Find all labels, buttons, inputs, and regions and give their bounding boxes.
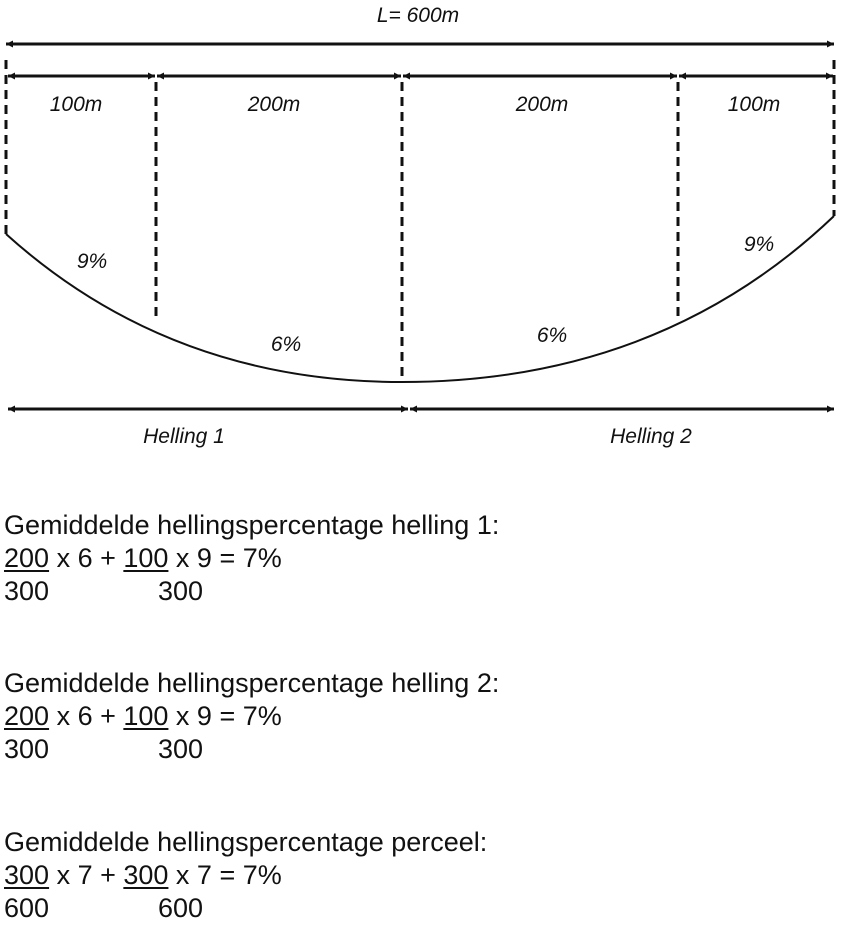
numerator-2: 300 <box>123 860 169 890</box>
segment-1-length: 100m <box>50 93 103 116</box>
segment-4-slope: 9% <box>744 233 774 256</box>
segment-2-slope: 6% <box>271 333 301 356</box>
denominator-2: 300 <box>158 576 204 606</box>
denominator-1: 300 <box>4 734 50 764</box>
helling-1-label: Helling 1 <box>143 425 225 448</box>
denominator-1: 600 <box>4 893 50 923</box>
numerator-1: 200 <box>4 543 50 573</box>
calculation-helling-2: Gemiddelde hellingspercentage helling 2:… <box>4 667 834 766</box>
numerator-2: 100 <box>123 701 169 731</box>
helling-2-label: Helling 2 <box>610 425 692 448</box>
segment-4-length: 100m <box>728 93 781 116</box>
segment-3-slope: 6% <box>537 324 567 347</box>
calculation-perceel: Gemiddelde hellingspercentage perceel: 3… <box>4 826 834 925</box>
calculation-heading: Gemiddelde hellingspercentage helling 1: <box>4 510 500 540</box>
slope-diagram: L= 600m 100m 200m 200m 100m 9% 6% 6% 9% … <box>4 4 836 448</box>
numerator-1: 200 <box>4 701 50 731</box>
denominator-2: 600 <box>158 893 204 923</box>
segment-3-length: 200m <box>515 93 569 116</box>
numerator-1: 300 <box>4 860 50 890</box>
numerator-2: 100 <box>123 543 169 573</box>
term-2-rest: x 7 = 7% <box>168 860 282 890</box>
segment-1-slope: 9% <box>77 250 107 273</box>
term-1-rest: x 7 + <box>49 860 124 890</box>
term-1-rest: x 6 + <box>49 543 124 573</box>
total-length-label: L= 600m <box>377 4 459 27</box>
calculation-heading: Gemiddelde hellingspercentage perceel: <box>4 827 488 857</box>
calculation-helling-1: Gemiddelde hellingspercentage helling 1:… <box>4 509 834 608</box>
segment-2-length: 200m <box>247 93 301 116</box>
denominator-1: 300 <box>4 576 50 606</box>
terrain-profile <box>5 215 835 384</box>
calculation-heading: Gemiddelde hellingspercentage helling 2: <box>4 668 500 698</box>
denominator-2: 300 <box>158 734 204 764</box>
term-2-rest: x 9 = 7% <box>168 543 282 573</box>
term-2-rest: x 9 = 7% <box>168 701 282 731</box>
term-1-rest: x 6 + <box>49 701 124 731</box>
